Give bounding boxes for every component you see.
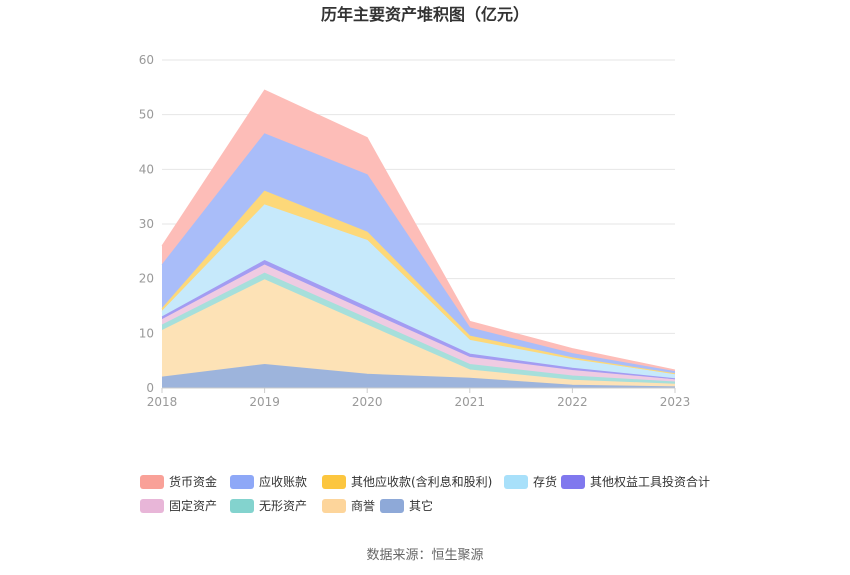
legend-label: 货币资金 xyxy=(169,474,217,489)
series-line-6 xyxy=(161,190,676,375)
legend-item[interactable]: 应收账款 xyxy=(230,474,307,489)
legend-item[interactable]: 其它 xyxy=(380,498,433,513)
legend-label: 其他权益工具投资合计 xyxy=(590,474,710,489)
area-series-8 xyxy=(162,90,675,372)
legend-label: 其它 xyxy=(409,498,433,513)
legend-label: 固定资产 xyxy=(169,498,217,513)
legend-item[interactable]: 无形资产 xyxy=(230,499,307,513)
chart-title: 历年主要资产堆积图（亿元） xyxy=(321,5,529,24)
legend-label: 存货 xyxy=(533,474,557,489)
axes: 0 10 20 30 40 50 60 2018 2019 2020 2021 2022 2023 xyxy=(139,53,691,409)
legend-item[interactable]: 其他权益工具投资合计 xyxy=(561,474,710,489)
legend-label: 其他应收款(含利息和股利) xyxy=(351,474,492,489)
x-tick-label: 2021 xyxy=(455,395,486,409)
legend-swatch xyxy=(504,475,528,489)
legend-swatch xyxy=(322,475,346,489)
x-tick-label: 2019 xyxy=(249,395,280,409)
x-tick-label: 2020 xyxy=(352,395,383,409)
legend-label: 应收账款 xyxy=(259,474,307,489)
x-tick-label: 2022 xyxy=(557,395,588,409)
area-series-7 xyxy=(162,133,675,374)
y-tick-label: 20 xyxy=(139,272,154,286)
legend-swatch xyxy=(322,499,346,513)
series-line-0 xyxy=(161,363,676,388)
series-line-2 xyxy=(161,272,676,383)
legend-swatch xyxy=(140,475,164,489)
area-series-5 xyxy=(162,204,675,379)
legend-label: 无形资产 xyxy=(259,499,307,513)
legend-swatch xyxy=(230,499,254,513)
series-lines-group xyxy=(161,89,676,388)
area-series-group xyxy=(162,90,675,388)
series-line-1 xyxy=(161,279,676,385)
legend-swatch xyxy=(561,475,585,489)
legend-item[interactable]: 固定资产 xyxy=(140,498,217,513)
y-tick-label: 50 xyxy=(139,108,154,122)
legend-swatch xyxy=(140,499,164,513)
area-series-1 xyxy=(162,279,675,387)
series-line-5 xyxy=(161,204,676,375)
y-tick-label: 60 xyxy=(139,53,154,67)
legend-item[interactable]: 存货 xyxy=(504,474,557,489)
legend-swatch xyxy=(230,475,254,489)
y-tick-label: 10 xyxy=(139,326,154,340)
legend-item[interactable]: 其他应收款(含利息和股利) xyxy=(322,474,492,489)
legend-swatch xyxy=(380,499,404,513)
series-line-8 xyxy=(161,89,676,371)
y-tick-label: 40 xyxy=(139,162,154,176)
legend-item[interactable]: 商誉 xyxy=(322,498,375,513)
x-tick-label: 2018 xyxy=(147,395,178,409)
x-tick-label: 2023 xyxy=(660,395,691,409)
legend-label: 商誉 xyxy=(351,498,375,513)
series-line-3 xyxy=(161,264,676,381)
series-line-4 xyxy=(161,260,676,380)
series-line-7 xyxy=(161,133,676,373)
y-tick-label: 0 xyxy=(146,381,154,395)
y-tick-label: 30 xyxy=(139,217,154,231)
legend-item[interactable]: 货币资金 xyxy=(140,474,217,489)
data-source: 数据来源：恒生聚源 xyxy=(366,548,483,563)
